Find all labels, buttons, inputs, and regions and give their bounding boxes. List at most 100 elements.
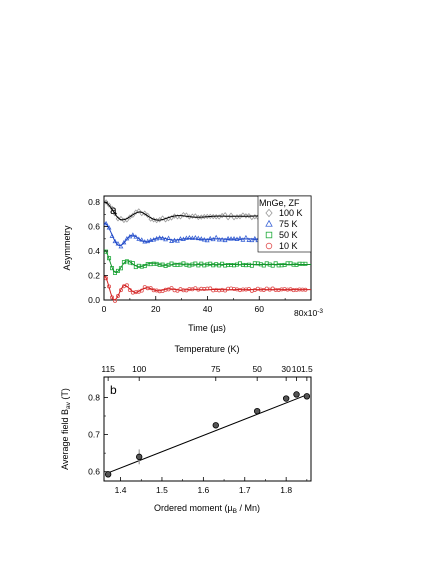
panel-a-data-point [225, 214, 231, 221]
panel-a-y-tick-label: 0.4 [88, 246, 100, 256]
panel-a-legend-label: 100 K [279, 208, 303, 218]
panel-b-top-tick-label: 30 [281, 364, 291, 374]
panel-b-data-point [104, 471, 112, 478]
panel-a-data-point [157, 217, 162, 223]
panel-a-legend-marker [265, 208, 273, 218]
panel-b-data-point [135, 453, 143, 461]
panel-a-data-point [178, 236, 183, 241]
panel-a-data-point [261, 263, 266, 268]
panel-a-legend-marker [265, 242, 273, 250]
panel-a-data-point [222, 212, 228, 218]
panel-b-top-tick-label: 50 [252, 364, 262, 374]
panel-b-label: b [110, 383, 117, 397]
panel-a-legend-title: MnGe, ZF [259, 198, 300, 208]
panel-a-data-point [240, 237, 246, 242]
panel-b-data-point [212, 422, 219, 429]
panel-a-data-point [303, 261, 308, 266]
panel-a-data-point [225, 235, 231, 241]
panel-b-x-tick-label: 1.7 [239, 485, 251, 495]
panel-b-x-tick-label: 1.6 [197, 485, 209, 495]
panel-a-data-point [130, 232, 136, 237]
panel-a-y-tick-label: 0.8 [88, 197, 100, 207]
panel-a-legend-label: 10 K [279, 241, 298, 251]
panel-a-data-point [207, 235, 213, 241]
panel-a-legend-marker [265, 231, 273, 239]
panel-a-data-point [169, 238, 174, 243]
panel-a-data-point [115, 294, 120, 299]
panel-b-frame [103, 376, 312, 482]
panel-a-y-ticks: 0.0 0.2 0.4 0.6 0.8 [88, 197, 108, 305]
panel-b-top-ticks: 115 100 75 50 30 10 1.5 [101, 364, 313, 381]
panel-a-data-point [118, 215, 124, 222]
panel-a-data-point [213, 234, 219, 240]
panel-a-x-tick-label: 0 [102, 304, 107, 314]
panel-b-x-ticks: 1.4 1.5 1.6 1.7 1.8 [115, 477, 308, 495]
panel-a-legend: MnGe, ZF 100 K75 K50 K10 K [257, 195, 312, 253]
panel-b-top-tick-label: 75 [211, 364, 221, 374]
panel-a-data-point [231, 236, 237, 241]
panel-b-data-point [293, 391, 300, 398]
panel-a-data-point [201, 213, 207, 220]
panel-a-data-point [112, 238, 118, 244]
panel-a-x-tick-label: 60 [255, 304, 265, 314]
panel-a-legend-marker [265, 219, 273, 227]
panel-a-data-point [240, 212, 246, 218]
panel-a-data-point [183, 235, 189, 240]
panel-b-top-tick-label: 100 [132, 364, 146, 374]
panel-a-legend-label: 50 K [279, 230, 298, 240]
panel-b-top-tick-label: 1.5 [301, 364, 313, 374]
panel-b-data-point [303, 393, 311, 400]
panel-b-x-tick-label: 1.5 [156, 485, 168, 495]
panel-b-fit-line [107, 394, 308, 474]
panel-a-data-point [136, 208, 142, 214]
panel-a-data-point [169, 286, 174, 291]
panel-a-data-point [223, 288, 228, 293]
panel-a-data-point [246, 237, 252, 242]
panel-b-linear-fit [107, 394, 308, 474]
panel-a-x-scale: 80x10-3 [294, 308, 323, 318]
panel-a-data-point [142, 210, 148, 216]
panel-a-data-point [216, 237, 222, 242]
panel-a-data-point [228, 236, 234, 241]
panel-a-y-axis-label: Asymmetry [62, 225, 72, 271]
panel-b-x-tick-label: 1.8 [280, 485, 292, 495]
panel-b-top-tick-label: 115 [101, 364, 115, 374]
panel-a-fit-curve [103, 249, 311, 274]
panel-b-average-field: Temperature (K) 115 100 75 50 30 10 1.5 1.4 1.5… [60, 344, 313, 515]
panel-a-label: a [110, 203, 117, 217]
panel-a-data-point [112, 270, 117, 275]
panel-a-data-point [189, 235, 195, 240]
panel-a-x-scale-prefix: x10 [303, 308, 317, 318]
panel-a-data-point [237, 235, 243, 241]
panel-a-data-point [246, 212, 252, 219]
panel-b-y-tick-label: 0.8 [88, 392, 100, 402]
panel-a-x-axis-label: Time (µs) [188, 323, 226, 333]
panel-b-data-point [253, 407, 261, 415]
panel-a-y-tick-label: 0.2 [88, 271, 100, 281]
panel-a-data-point [246, 286, 251, 291]
panel-a-data-point [104, 276, 109, 281]
panel-a-x-scale-exponent: -3 [317, 308, 323, 315]
panel-a-data-point [198, 236, 204, 241]
panel-b-y-tick-label: 0.7 [88, 430, 100, 440]
panel-a-data-point [175, 238, 180, 243]
panel-a-legend-label: 75 K [279, 219, 298, 229]
panel-b-y-axis-label: Average field Bav (T) [60, 388, 72, 470]
panel-a-data-point [207, 213, 213, 220]
panel-a-y-tick-label: 0.0 [88, 295, 100, 305]
panel-b-x-tick-label: 1.4 [115, 485, 127, 495]
panel-a-data-point [118, 243, 124, 249]
panel-a-data-point [252, 235, 258, 241]
panel-a-data-point [103, 199, 109, 205]
panel-a-fit-curve [103, 275, 311, 301]
panel-b-top-axis-label: Temperature (K) [174, 344, 239, 354]
panel-a-legend-items: 100 K75 K50 K10 K [265, 208, 303, 251]
panel-a-x-ticks: 0 20 40 60 [102, 296, 312, 314]
panel-a-data-point [193, 213, 198, 219]
panel-a-data-point [184, 212, 189, 218]
panel-b-data-point [282, 395, 290, 402]
panel-a-data-point [204, 237, 210, 243]
panel-b-y-tick-label: 0.6 [88, 467, 100, 477]
panel-a-data-point [181, 211, 186, 218]
